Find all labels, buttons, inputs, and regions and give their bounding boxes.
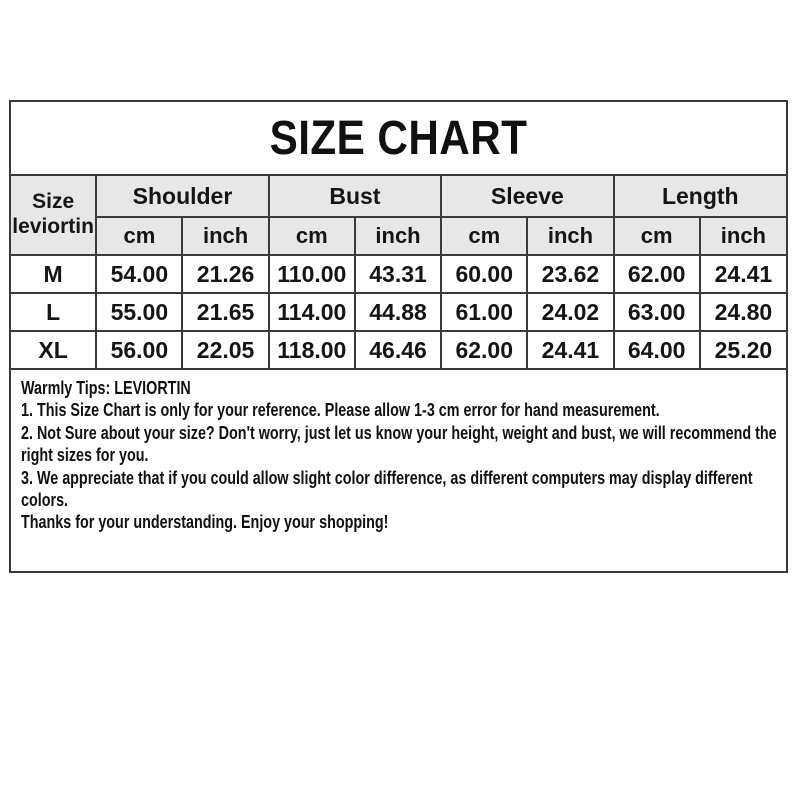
value-cell: 21.26 — [181, 254, 270, 294]
value-cell: 24.41 — [526, 330, 615, 369]
value-cell: 114.00 — [267, 292, 356, 332]
table-row-l: L 55.00 21.65 114.00 44.88 61.00 24.02 6… — [9, 292, 788, 332]
value-cell: 62.00 — [612, 254, 701, 294]
unit-header-length-cm: cm — [612, 216, 701, 256]
tips-text-block: Warmly Tips: LEVIORTIN 1. This Size Char… — [21, 377, 786, 534]
value-cell: 55.00 — [95, 292, 184, 332]
value-cell: 118.00 — [267, 330, 356, 369]
column-group-bust: Bust — [267, 175, 443, 218]
size-cell: XL — [9, 330, 98, 369]
page-title: SIZE CHART — [269, 111, 528, 165]
table-row-xl: XL 56.00 22.05 118.00 46.46 62.00 24.41 … — [9, 330, 788, 369]
unit-header-shoulder-cm: cm — [95, 216, 184, 256]
size-column-header-line1: Size — [32, 190, 75, 214]
column-group-length: Length — [612, 175, 788, 218]
value-cell: 61.00 — [440, 292, 529, 332]
value-cell: 62.00 — [440, 330, 529, 369]
size-chart-title-box: SIZE CHART — [11, 102, 786, 176]
unit-header-sleeve-inch: inch — [526, 216, 615, 256]
value-cell: 24.41 — [698, 254, 788, 294]
table-row-m: M 54.00 21.26 110.00 43.31 60.00 23.62 6… — [9, 254, 788, 294]
value-cell: 64.00 — [612, 330, 701, 369]
value-cell: 44.88 — [353, 292, 443, 332]
value-cell: 24.02 — [526, 292, 615, 332]
unit-header-bust-cm: cm — [267, 216, 356, 256]
unit-header-bust-inch: inch — [353, 216, 443, 256]
value-cell: 56.00 — [95, 330, 184, 369]
value-cell: 54.00 — [95, 254, 184, 294]
value-cell: 21.65 — [181, 292, 270, 332]
tip-3: 3. We appreciate that if you could allow… — [21, 467, 753, 511]
value-cell: 23.62 — [526, 254, 615, 294]
value-cell: 25.20 — [698, 330, 788, 369]
table-unit-header-row: cm inch cm inch cm inch cm inch — [11, 216, 788, 256]
unit-header-length-inch: inch — [698, 216, 788, 256]
column-group-shoulder: Shoulder — [95, 175, 270, 218]
size-column-header-line2: leviortin — [12, 215, 94, 238]
tip-2: 2. Not Sure about your size? Don't worry… — [21, 422, 777, 466]
value-cell: 46.46 — [353, 330, 443, 369]
size-column-header: Size leviortin — [9, 175, 98, 256]
value-cell: 24.80 — [698, 292, 788, 332]
value-cell: 110.00 — [267, 254, 356, 294]
value-cell: 63.00 — [612, 292, 701, 332]
value-cell: 60.00 — [440, 254, 529, 294]
size-cell: L — [9, 292, 98, 332]
value-cell: 22.05 — [181, 330, 270, 369]
column-group-sleeve: Sleeve — [440, 175, 615, 218]
table-group-header-row: Size leviortin Shoulder Bust Sleeve Leng… — [9, 175, 788, 256]
tips-heading: Warmly Tips: LEVIORTIN — [21, 378, 191, 398]
size-chart-panel: SIZE CHART Size leviortin Shoulder Bust … — [9, 100, 788, 573]
tips-section: Warmly Tips: LEVIORTIN 1. This Size Char… — [11, 368, 786, 571]
value-cell: 43.31 — [353, 254, 443, 294]
unit-header-sleeve-cm: cm — [440, 216, 529, 256]
unit-header-shoulder-inch: inch — [181, 216, 270, 256]
size-table: Size leviortin Shoulder Bust Sleeve Leng… — [9, 175, 788, 369]
tips-closing: Thanks for your understanding. Enjoy you… — [21, 512, 389, 533]
tip-1: 1. This Size Chart is only for your refe… — [21, 400, 660, 421]
size-cell: M — [9, 254, 98, 294]
